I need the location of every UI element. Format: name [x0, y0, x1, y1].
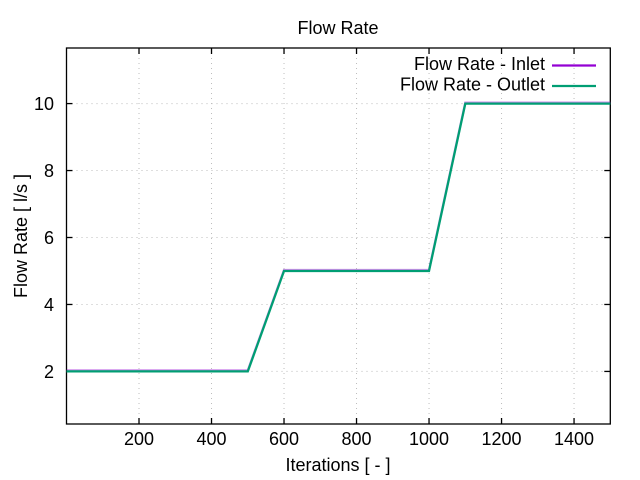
x-tick-label: 800 — [342, 429, 372, 449]
x-tick-label: 1200 — [482, 429, 522, 449]
y-axis-label: Flow Rate [ l/s ] — [11, 174, 31, 298]
y-tick-label: 8 — [44, 161, 54, 181]
x-axis-label: Iterations [ - ] — [285, 455, 390, 475]
legend-label-outlet: Flow Rate - Outlet — [400, 75, 545, 95]
y-tick-label: 4 — [44, 295, 54, 315]
legend-label-inlet: Flow Rate - Inlet — [414, 54, 545, 74]
chart-title: Flow Rate — [297, 18, 378, 38]
legend: Flow Rate - Inlet Flow Rate - Outlet — [400, 54, 596, 95]
y-tick-label: 10 — [34, 94, 54, 114]
y-tick-label: 2 — [44, 362, 54, 382]
series-line-flow-rate-inlet — [66, 101, 611, 372]
x-tick-label: 400 — [196, 429, 226, 449]
x-tick-label: 1000 — [409, 429, 449, 449]
legend-samples — [552, 64, 596, 88]
chart-generated-layer: 200 400 600 800 1000 1200 1400 2 4 6 8 10 — [34, 47, 611, 449]
plot-border — [65, 47, 611, 425]
x-tick-label: 600 — [269, 429, 299, 449]
y-tick-label: 6 — [44, 228, 54, 248]
x-tick-label: 1400 — [554, 429, 594, 449]
x-tick-label: 200 — [124, 429, 154, 449]
series-line-flow-rate-outlet — [66, 102, 611, 373]
